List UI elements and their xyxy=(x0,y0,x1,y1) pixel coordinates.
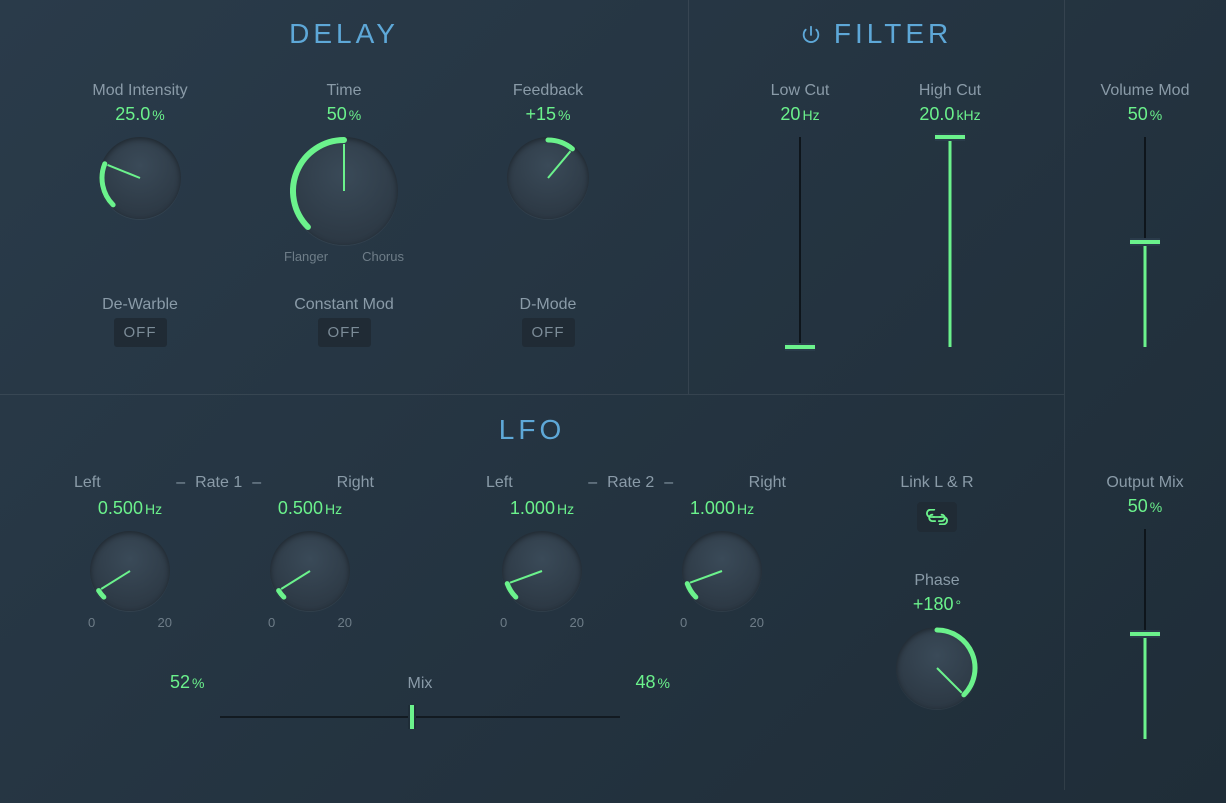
rate2-header: Left –Rate 2– Right xyxy=(486,474,786,492)
delay-title: DELAY xyxy=(0,18,688,50)
time-sub-chorus: Chorus xyxy=(362,249,404,264)
dewarble-group: De-Warble OFF xyxy=(60,296,220,347)
rate1-left-knob[interactable] xyxy=(90,531,170,611)
lfo-mix-label: Mix xyxy=(408,675,433,693)
rate2-left-value[interactable]: 1.000Hz xyxy=(510,498,574,519)
feedback-label: Feedback xyxy=(513,82,583,100)
mod-intensity-label: Mod Intensity xyxy=(92,82,187,100)
link-group: Link L & R xyxy=(862,474,1012,532)
lfo-mix-row: 52% Mix 48% xyxy=(170,672,670,737)
output-mix-value[interactable]: 50% xyxy=(1128,496,1162,517)
volume-mod-group: Volume Mod 50% xyxy=(1075,82,1215,347)
divider-main-right xyxy=(1064,0,1065,790)
time-knob[interactable] xyxy=(290,137,398,245)
phase-knob[interactable] xyxy=(896,627,978,709)
constant-mod-group: Constant Mod OFF xyxy=(264,296,424,347)
rate2-right-value[interactable]: 1.000Hz xyxy=(690,498,754,519)
feedback-knob[interactable] xyxy=(507,137,589,219)
rate1-left-value[interactable]: 0.500Hz xyxy=(98,498,162,519)
dmode-label: D‑Mode xyxy=(520,296,577,314)
rate2-right-label: Right xyxy=(749,474,786,492)
high-cut-group: High Cut 20.0kHz xyxy=(880,82,1020,347)
phase-group: Phase +180° xyxy=(862,572,1012,709)
high-cut-slider[interactable] xyxy=(935,137,965,347)
low-cut-label: Low Cut xyxy=(771,82,830,100)
phase-value[interactable]: +180° xyxy=(913,594,961,615)
mod-intensity-value[interactable]: 25.0% xyxy=(115,104,165,125)
filter-power-icon[interactable] xyxy=(800,24,822,50)
constant-mod-label: Constant Mod xyxy=(294,296,394,314)
time-value[interactable]: 50% xyxy=(327,104,361,125)
volume-mod-label: Volume Mod xyxy=(1101,82,1190,100)
low-cut-slider[interactable] xyxy=(785,137,815,347)
lfo-mix-right-pct: 48% xyxy=(636,672,670,693)
feedback-group: Feedback +15% xyxy=(468,82,628,219)
filter-title: FILTER xyxy=(834,18,952,49)
filter-title-row: FILTER xyxy=(688,18,1064,50)
mod-intensity-knob[interactable] xyxy=(99,137,181,219)
volume-mod-value[interactable]: 50% xyxy=(1128,104,1162,125)
rate2-label: Rate 2 xyxy=(607,474,654,492)
lfo-mix-slider[interactable] xyxy=(220,697,620,737)
high-cut-value[interactable]: 20.0kHz xyxy=(919,104,980,125)
mod-intensity-group: Mod Intensity 25.0% xyxy=(60,82,220,219)
rate1-right-knob[interactable] xyxy=(270,531,350,611)
low-cut-value[interactable]: 20Hz xyxy=(780,104,819,125)
link-icon xyxy=(926,509,948,525)
rate2-right-group: 1.000Hz 020 xyxy=(652,498,792,630)
dmode-group: D‑Mode OFF xyxy=(468,296,628,347)
feedback-value[interactable]: +15% xyxy=(526,104,571,125)
link-label: Link L & R xyxy=(900,474,973,492)
dewarble-toggle[interactable]: OFF xyxy=(114,318,167,347)
divider-delay-filter xyxy=(688,0,689,394)
rate1-label: Rate 1 xyxy=(195,474,242,492)
dmode-toggle[interactable]: OFF xyxy=(522,318,575,347)
rate2-left-group: 1.000Hz 020 xyxy=(472,498,612,630)
link-toggle[interactable] xyxy=(917,502,957,532)
rate2-right-knob[interactable] xyxy=(682,531,762,611)
time-sub-flanger: Flanger xyxy=(284,249,328,264)
rate1-left-group: 0.500Hz 020 xyxy=(60,498,200,630)
rate1-right-label: Right xyxy=(337,474,374,492)
lfo-mix-left-pct: 52% xyxy=(170,672,204,693)
divider-top-bottom xyxy=(0,394,1064,395)
rate1-right-value[interactable]: 0.500Hz xyxy=(278,498,342,519)
time-group: Time 50% Flanger Chorus xyxy=(264,82,424,264)
rate1-header: Left –Rate 1– Right xyxy=(74,474,374,492)
time-label: Time xyxy=(327,82,362,100)
constant-mod-toggle[interactable]: OFF xyxy=(318,318,371,347)
dewarble-label: De-Warble xyxy=(102,296,178,314)
rate1-right-group: 0.500Hz 020 xyxy=(240,498,380,630)
rate2-left-knob[interactable] xyxy=(502,531,582,611)
rate2-left-label: Left xyxy=(486,474,513,492)
rate1-left-label: Left xyxy=(74,474,101,492)
phase-label: Phase xyxy=(914,572,959,590)
low-cut-group: Low Cut 20Hz xyxy=(730,82,870,347)
output-mix-group: Output Mix 50% xyxy=(1075,474,1215,739)
lfo-title: LFO xyxy=(0,414,1064,446)
output-mix-slider[interactable] xyxy=(1130,529,1160,739)
output-mix-label: Output Mix xyxy=(1106,474,1183,492)
high-cut-label: High Cut xyxy=(919,82,981,100)
volume-mod-slider[interactable] xyxy=(1130,137,1160,347)
